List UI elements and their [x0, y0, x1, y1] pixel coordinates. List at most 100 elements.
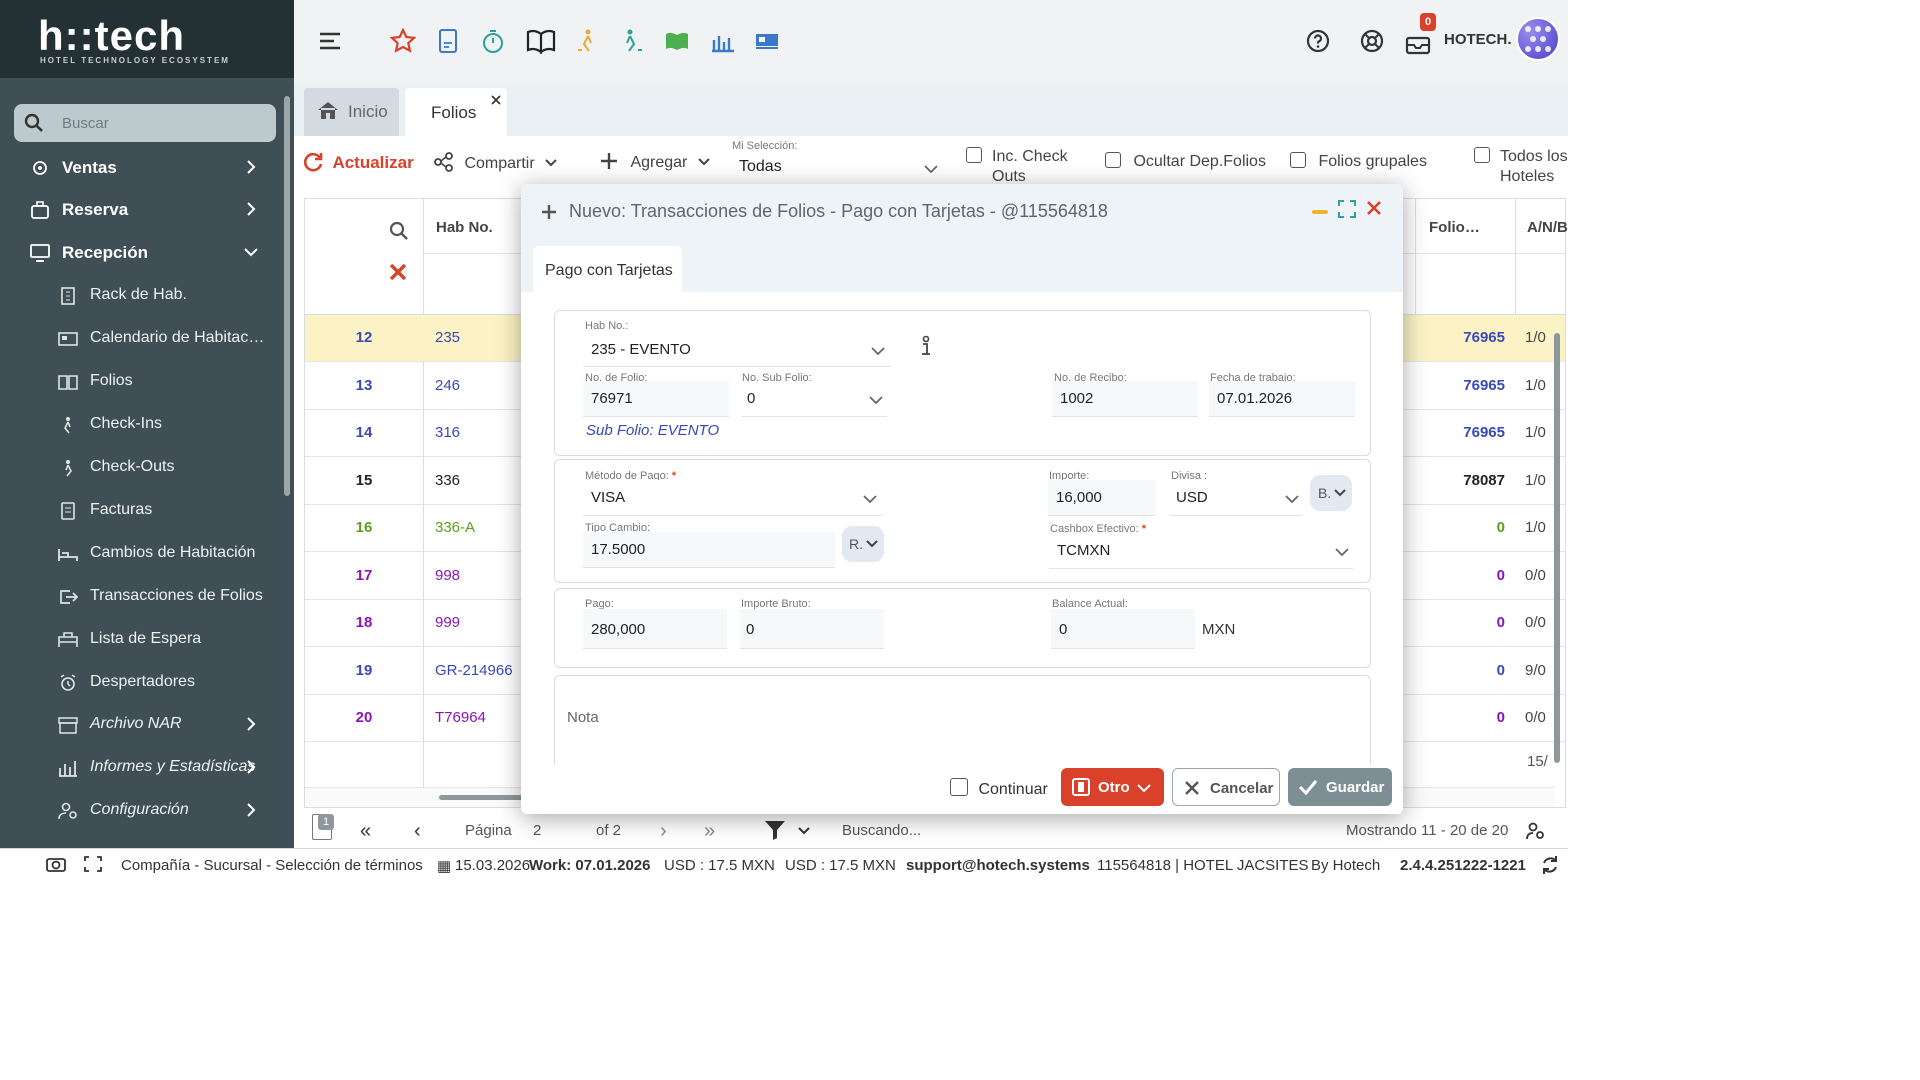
last-page-icon[interactable]: »: [704, 820, 716, 842]
first-page-icon[interactable]: «: [360, 820, 372, 842]
clear-filter-icon[interactable]: [389, 263, 407, 281]
group-folios-checkbox[interactable]: Folios grupales: [1290, 152, 1427, 171]
sidebar-item-facturas[interactable]: Facturas: [0, 491, 280, 531]
search-icon[interactable]: [389, 221, 409, 241]
page-input[interactable]: 2: [533, 822, 542, 839]
sidebar-item-checkins[interactable]: Check-Ins: [0, 405, 280, 445]
close-icon: [1185, 781, 1199, 795]
user-name[interactable]: HOTECH.: [1444, 31, 1512, 48]
subfolio-link[interactable]: Sub Folio: EVENTO: [586, 422, 720, 439]
hide-dep-folios-checkbox[interactable]: Ocultar Dep.Folios: [1105, 152, 1266, 171]
refresh-button[interactable]: Actualizar: [302, 151, 414, 173]
sidebar-item-despertadores[interactable]: Despertadores: [0, 663, 280, 703]
open-book-icon[interactable]: [526, 28, 556, 54]
document-icon[interactable]: [435, 28, 461, 54]
maximize-icon[interactable]: [1338, 200, 1356, 218]
divisa-options-button[interactable]: B.: [1310, 475, 1352, 511]
sidebar-item-lista-espera[interactable]: Lista de Espera: [0, 620, 280, 660]
importe-input[interactable]: 16,000: [1048, 480, 1156, 516]
room-service-icon[interactable]: [754, 28, 780, 54]
info-icon[interactable]: [919, 335, 933, 357]
search-input[interactable]: Buscar: [14, 104, 276, 142]
tab-inicio[interactable]: Inicio: [304, 88, 399, 136]
stopwatch-icon[interactable]: [480, 28, 506, 54]
fecha-input[interactable]: 07.01.2026: [1209, 381, 1355, 417]
close-icon[interactable]: [1367, 201, 1381, 215]
star-icon[interactable]: [390, 28, 416, 54]
user-search-icon[interactable]: [1526, 822, 1546, 840]
balance-input[interactable]: 0: [1051, 609, 1195, 649]
hamburger-menu-icon[interactable]: [318, 30, 342, 52]
checkbox[interactable]: [966, 147, 982, 163]
prev-page-icon[interactable]: ‹: [414, 820, 421, 842]
bar-chart-icon[interactable]: [710, 28, 736, 54]
avatar[interactable]: [1516, 17, 1560, 61]
sidebar-item-configuracion[interactable]: Configuración: [0, 791, 280, 831]
bruto-input[interactable]: 0: [740, 609, 884, 649]
tab-pago-tarjetas[interactable]: Pago con Tarjetas: [533, 246, 682, 292]
checkbox[interactable]: [1474, 147, 1490, 163]
tipo-cambio-options-button[interactable]: R.: [842, 526, 884, 562]
brand-name: h::tech: [38, 12, 185, 59]
hab-dropdown[interactable]: 235 - EVENTO: [583, 333, 891, 367]
checkin-walk-icon[interactable]: [574, 28, 600, 54]
selection-dropdown[interactable]: Mi Selección: Todas: [732, 140, 940, 182]
checkout-walk-icon[interactable]: [618, 28, 644, 54]
checkbox[interactable]: [1105, 152, 1121, 168]
fullscreen-icon[interactable]: [84, 856, 102, 872]
tipo-cambio-input[interactable]: 17.5000: [583, 532, 835, 568]
column-header-folio[interactable]: Folio…: [1429, 219, 1480, 236]
tab-folios[interactable]: Folios: [405, 88, 507, 136]
company-selector[interactable]: Compañía - Sucursal - Selección de térmi…: [121, 857, 423, 874]
anb-cell: 9/0: [1525, 661, 1546, 679]
sidebar-item-cambios[interactable]: Cambios de Habitación: [0, 534, 280, 574]
inc-check-outs-checkbox[interactable]: Inc. Check Outs: [966, 147, 1086, 185]
vertical-scrollbar[interactable]: [1553, 309, 1561, 789]
divisa-dropdown[interactable]: USD: [1170, 480, 1302, 516]
checkbox[interactable]: [950, 778, 968, 796]
column-header-anb[interactable]: A/N/B: [1527, 219, 1568, 236]
sidebar-item-recepcion[interactable]: Recepción: [0, 233, 280, 273]
filter-icon[interactable]: [764, 820, 786, 840]
all-hotels-checkbox[interactable]: Todos los Hoteles: [1474, 147, 1568, 185]
close-tab-icon[interactable]: [491, 95, 501, 105]
share-button[interactable]: Compartir: [434, 152, 557, 173]
save-button[interactable]: Guardar: [1288, 768, 1392, 806]
sidebar-item-rack[interactable]: Rack de Hab.: [0, 276, 280, 316]
bruto-label: Importe Bruto:: [741, 598, 811, 610]
recibo-input[interactable]: 1002: [1052, 381, 1198, 417]
support-email[interactable]: support@hotech.systems: [906, 857, 1090, 874]
green-book-icon[interactable]: [664, 28, 690, 54]
inbox-icon[interactable]: [1405, 31, 1431, 55]
help-icon[interactable]: [1306, 29, 1330, 53]
add-button[interactable]: Agregar: [600, 152, 710, 172]
sidebar-scrollbar[interactable]: [284, 96, 290, 496]
sidebar-item-calendario[interactable]: Calendario de Habitac…: [0, 319, 280, 359]
folio-input[interactable]: 76971: [583, 381, 729, 417]
column-header-hab[interactable]: Hab No.: [436, 219, 493, 236]
sidebar-item-transacciones[interactable]: Transacciones de Folios: [0, 577, 280, 617]
grid-search-input[interactable]: Buscando...: [842, 822, 922, 839]
sidebar-item-folios[interactable]: Folios: [0, 362, 280, 402]
sidebar-item-ventas[interactable]: Ventas: [0, 148, 280, 188]
continuar-checkbox[interactable]: Continuar: [950, 778, 1048, 799]
pago-input[interactable]: 280,000: [583, 609, 727, 649]
chevron-down-icon[interactable]: [798, 826, 810, 836]
checkbox[interactable]: [1290, 152, 1306, 168]
sidebar-item-informes[interactable]: Informes y Estadísticas: [0, 748, 280, 788]
sidebar-item-checkouts[interactable]: Check-Outs: [0, 448, 280, 488]
minimize-icon[interactable]: [1312, 210, 1328, 214]
sidebar-item-archivo-nar[interactable]: Archivo NAR: [0, 705, 280, 745]
otro-button[interactable]: Otro: [1061, 768, 1164, 806]
cancel-button[interactable]: Cancelar: [1172, 768, 1280, 806]
metodo-dropdown[interactable]: VISA: [583, 480, 883, 516]
camera-icon[interactable]: [46, 855, 66, 873]
cashbox-dropdown[interactable]: TCMXN: [1049, 533, 1353, 569]
share-label: Compartir: [464, 155, 535, 172]
subfolio-dropdown[interactable]: 0: [741, 381, 887, 417]
support-icon[interactable]: [1360, 29, 1384, 53]
sidebar-item-reserva[interactable]: Reserva: [0, 190, 280, 230]
nota-textarea[interactable]: Nota: [554, 675, 1371, 765]
sync-icon[interactable]: [1540, 855, 1560, 875]
next-page-icon[interactable]: ›: [660, 820, 667, 842]
